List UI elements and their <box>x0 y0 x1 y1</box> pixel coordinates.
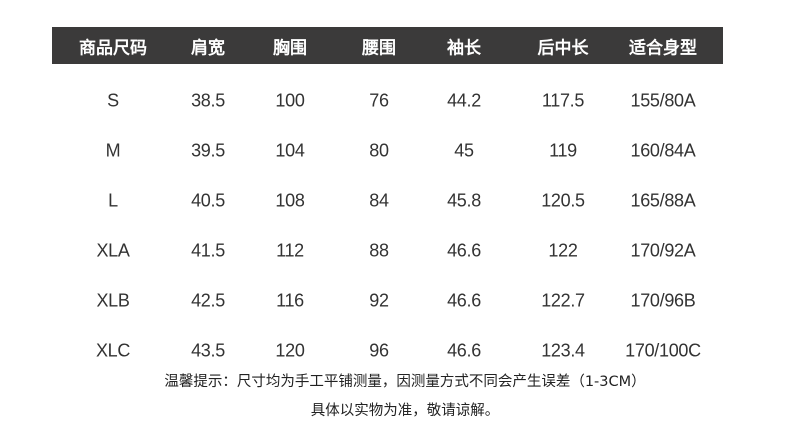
table-cell: 170/92A <box>630 240 696 261</box>
table-cell: 123.4 <box>541 340 585 361</box>
table-cell: L <box>108 190 118 211</box>
table-cell: XLC <box>95 340 131 361</box>
table-cell: 122 <box>548 240 578 261</box>
table-cell: 45.8 <box>447 190 481 211</box>
table-cell: 119 <box>549 140 577 161</box>
header-cell: 袖长 <box>447 38 481 59</box>
table-cell: 108 <box>275 190 305 211</box>
table-cell: 38.5 <box>191 90 225 111</box>
header-cell: 后中长 <box>537 38 589 59</box>
table-cell: XLA <box>96 240 130 261</box>
table-cell: 41.5 <box>191 240 225 261</box>
table-cell: 40.5 <box>191 190 225 211</box>
table-cell: 39.5 <box>191 140 225 161</box>
table-cell: 80 <box>369 140 389 161</box>
table-cell: 104 <box>275 140 305 161</box>
table-header-bar <box>52 27 723 64</box>
table-cell: 46.6 <box>447 340 481 361</box>
note-line-1: 温馨提示：尺寸均为手工平铺测量，因测量方式不同会产生误差（1-3CM） <box>164 374 646 390</box>
table-cell: 46.6 <box>447 290 481 311</box>
table-cell: 120.5 <box>541 190 585 211</box>
note-line-2: 具体以实物为准，敬请谅解。 <box>310 403 500 419</box>
table-cell: 46.6 <box>447 240 481 261</box>
table-cell: 84 <box>369 190 389 211</box>
header-cell: 肩宽 <box>191 38 225 59</box>
table-cell: 122.7 <box>541 290 585 311</box>
table-cell: 100 <box>275 90 305 111</box>
table-cell: 160/84A <box>630 140 696 161</box>
header-cell: 胸围 <box>273 38 307 59</box>
table-cell: 96 <box>369 340 389 361</box>
table-cell: XLB <box>96 290 130 311</box>
header-cell: 商品尺码 <box>79 38 147 59</box>
table-cell: S <box>107 90 119 111</box>
table-cell: 120 <box>275 340 305 361</box>
header-cell: 适合身型 <box>629 38 697 59</box>
table-cell: 45 <box>454 140 474 161</box>
table-cell: 155/80A <box>630 90 696 111</box>
table-cell: 165/88A <box>630 190 696 211</box>
table-cell: 170/96B <box>630 290 696 311</box>
table-cell: 44.2 <box>447 90 481 111</box>
table-cell: 92 <box>369 290 389 311</box>
table-cell: 170/100C <box>625 340 701 361</box>
table-cell: 88 <box>369 240 389 261</box>
table-cell: 43.5 <box>191 340 225 361</box>
header-cell: 腰围 <box>362 38 396 59</box>
table-cell: 117.5 <box>541 90 585 111</box>
table-cell: 76 <box>369 90 389 111</box>
table-cell: M <box>105 140 121 161</box>
table-cell: 42.5 <box>191 290 225 311</box>
table-cell: 116 <box>276 290 304 311</box>
table-cell: 112 <box>276 240 304 261</box>
